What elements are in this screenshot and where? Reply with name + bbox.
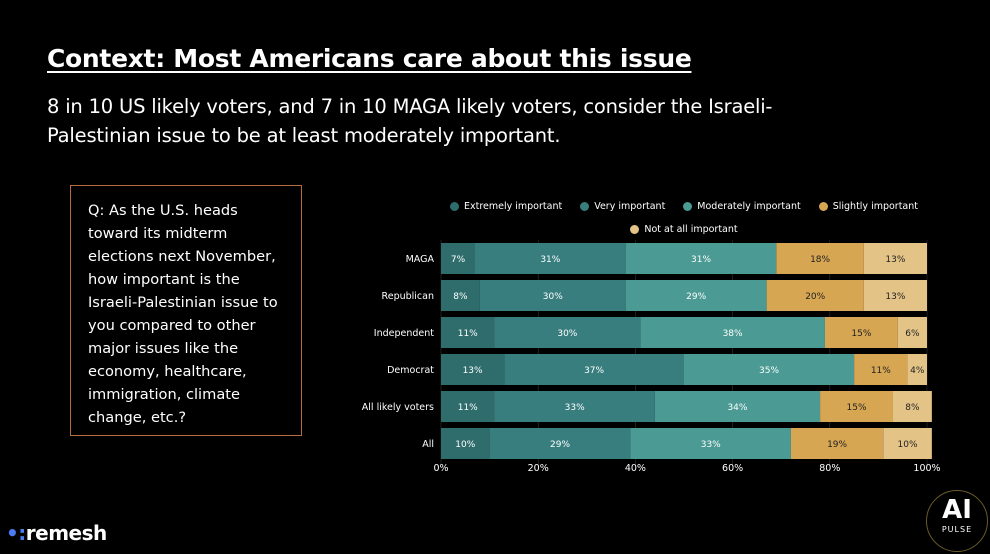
bar-segment <box>776 243 864 274</box>
legend-item: Not at all important <box>630 224 738 235</box>
legend-label: Moderately important <box>697 201 801 212</box>
ai-pulse-logo: AI PULSE <box>926 490 988 552</box>
category-label: All <box>422 439 434 450</box>
bar-segment <box>863 243 927 274</box>
data-label: 11% <box>458 403 478 413</box>
data-label: 30% <box>557 329 577 339</box>
data-label: 34% <box>727 403 747 413</box>
bar-segment <box>907 354 927 385</box>
data-label: 6% <box>905 329 920 339</box>
data-label: 18% <box>810 255 830 265</box>
bar-segment <box>441 354 505 385</box>
data-label: 35% <box>759 366 779 376</box>
bar-segment <box>479 280 626 311</box>
bar-segment <box>897 317 927 348</box>
page-subtitle: 8 in 10 US likely voters, and 7 in 10 MA… <box>47 95 773 147</box>
bar-segment <box>854 354 908 385</box>
x-tick-label: 20% <box>528 463 549 474</box>
legend-swatch <box>580 202 590 211</box>
data-label: 13% <box>885 292 905 302</box>
bar-segment <box>475 243 626 274</box>
bar-segment <box>625 243 777 274</box>
data-label: 4% <box>910 366 925 376</box>
data-label: 29% <box>686 292 706 302</box>
legend-swatch <box>630 225 640 234</box>
bar-segment <box>892 391 932 422</box>
data-label: 37% <box>584 366 604 376</box>
data-label: 7% <box>451 255 466 265</box>
bar-segment <box>441 391 495 422</box>
legend-label: Extremely important <box>463 201 563 212</box>
bar-segment <box>790 428 884 459</box>
legend-item: Moderately important <box>683 201 801 212</box>
bar-segment <box>441 243 476 274</box>
bar-segment <box>441 317 495 348</box>
data-label: 10% <box>455 440 475 450</box>
bar-segment <box>489 428 631 459</box>
data-label: 38% <box>723 329 743 339</box>
bar-segment <box>766 280 864 311</box>
data-label: 11% <box>871 366 891 376</box>
data-label: 33% <box>565 403 585 413</box>
data-label: 11% <box>458 329 478 339</box>
question-box: Q: As the U.S. heads toward its midterm … <box>70 185 302 436</box>
data-label: 15% <box>847 403 867 413</box>
legend-swatch <box>449 202 459 211</box>
bar-segment <box>820 391 893 422</box>
bar-segment <box>630 428 791 459</box>
data-label: 13% <box>885 255 905 265</box>
legend-label: Very important <box>594 201 666 212</box>
bar-segment <box>441 280 480 311</box>
bar-segment <box>640 317 825 348</box>
category-label: Independent <box>374 328 434 339</box>
remesh-logo: •:remesh <box>6 521 107 545</box>
bar-segment <box>654 391 821 422</box>
bar-segment <box>441 428 490 459</box>
data-label: 30% <box>543 292 563 302</box>
category-label: All likely voters <box>362 402 434 413</box>
data-label: 31% <box>691 255 711 265</box>
x-tick-label: 0% <box>433 463 448 474</box>
bar-segment <box>684 354 855 385</box>
x-tick-label: 60% <box>722 463 743 474</box>
bar-segment <box>494 391 655 422</box>
page-title: Context: Most Americans care about this … <box>47 44 692 73</box>
legend-label: Not at all important <box>644 224 738 235</box>
bar-segment <box>863 280 927 311</box>
data-label: 33% <box>701 440 721 450</box>
category-label: Democrat <box>387 365 434 376</box>
category-label: Republican <box>382 291 434 302</box>
chart-legend: Extremely important Very important Moderat… <box>441 195 927 241</box>
legend-item: Extremely important <box>449 201 563 212</box>
data-label: 13% <box>463 366 483 376</box>
legend-item: Slightly important <box>818 201 919 212</box>
x-tick-label: 40% <box>625 463 646 474</box>
bar-segment <box>883 428 932 459</box>
data-label: 15% <box>851 329 871 339</box>
category-label: MAGA <box>406 254 435 265</box>
x-tick-label: 80% <box>819 463 840 474</box>
x-tick-label: 100% <box>913 463 940 474</box>
data-label: 20% <box>805 292 825 302</box>
legend-item: Very important <box>580 201 665 212</box>
data-label: 8% <box>905 403 920 413</box>
bar-segment <box>494 317 641 348</box>
data-label: 19% <box>827 440 847 450</box>
data-label: 8% <box>453 292 468 302</box>
bar-segment <box>504 354 684 385</box>
legend-swatch <box>818 202 828 211</box>
data-label: 31% <box>540 255 560 265</box>
bar-segment <box>824 317 898 348</box>
data-label: 10% <box>898 440 918 450</box>
data-label: 29% <box>550 440 570 450</box>
legend-label: Slightly important <box>832 201 919 212</box>
bar-segment <box>625 280 767 311</box>
legend-swatch <box>683 202 693 211</box>
